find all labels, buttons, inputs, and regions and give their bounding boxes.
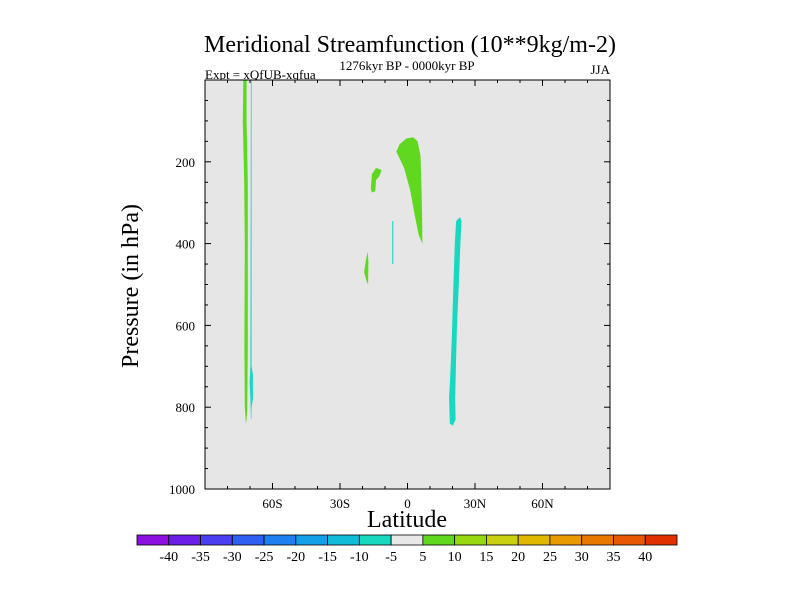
colorbar-label: 35 — [606, 550, 620, 565]
x-tick-label: 30N — [464, 496, 487, 511]
x-tick-label: 60N — [531, 496, 554, 511]
y-axis-label: Pressure (in hPa) — [118, 204, 144, 368]
colorbar-swatch — [644, 534, 678, 546]
colorbar-swatch — [390, 534, 424, 546]
colorbar-label: -30 — [223, 550, 242, 565]
colorbar-label: -35 — [191, 550, 210, 565]
colorbar-swatch — [200, 534, 233, 546]
colorbar-label: -25 — [255, 550, 274, 565]
chart-subtitle: 1276kyr BP - 0000kyr BP — [339, 58, 474, 73]
colorbar-label: 5 — [419, 550, 426, 565]
y-axis-ticks: 200 400 600 800 1000 — [169, 79, 610, 497]
contour-region-green-mid-small — [364, 251, 369, 285]
colorbar-swatch — [295, 534, 328, 546]
experiment-label: Expt = xQfUB-xqfua — [205, 67, 316, 82]
colorbar: -40 -35 -30 -25 -20 -15 -10 -5 5 10 15 20 25 30 35 40 — [136, 534, 678, 565]
x-tick-label: 30S — [330, 496, 350, 511]
colorbar-label: 20 — [511, 550, 525, 565]
colorbar-swatch — [263, 534, 297, 546]
chart-title: Meridional Streamfunction (10**9kg/m-2) — [204, 32, 616, 58]
colorbar-label: -15 — [318, 550, 337, 565]
colorbar-label: 25 — [543, 550, 557, 565]
y-tick-label: 400 — [176, 237, 196, 252]
colorbar-swatch — [422, 534, 456, 546]
colorbar-swatch — [581, 534, 614, 546]
y-tick-label: 600 — [176, 318, 196, 333]
colorbar-label: 15 — [479, 550, 493, 565]
x-axis-label: Latitude — [367, 507, 447, 533]
colorbar-label: 10 — [448, 550, 462, 565]
contour-region-cyan-nh-tongue — [449, 217, 462, 426]
y-tick-label: 1000 — [169, 482, 195, 497]
colorbar-label: -10 — [350, 550, 369, 565]
contour-region-green-upper-large — [396, 137, 423, 244]
colorbar-swatch — [613, 534, 646, 546]
colorbar-swatch — [168, 534, 201, 546]
x-tick-label: 0 — [404, 496, 411, 511]
colorbar-swatch — [486, 534, 519, 546]
colorbar-swatch — [358, 534, 392, 546]
y-tick-label: 800 — [176, 400, 196, 415]
x-axis-ticks: 60S 30S 0 30N 60N — [204, 80, 611, 511]
colorbar-label: 40 — [638, 550, 652, 565]
season-label: JJA — [590, 62, 610, 77]
contour-regions — [242, 80, 462, 426]
colorbar-swatch — [517, 534, 551, 546]
colorbar-swatch — [454, 534, 487, 546]
colorbar-label: 30 — [575, 550, 589, 565]
colorbar-swatch — [136, 534, 170, 546]
colorbar-label: -5 — [385, 550, 397, 565]
colorbar-label: -40 — [159, 550, 178, 565]
contour-region-cyan-mid-line — [392, 221, 394, 265]
contour-region-cyan-polar-strip — [249, 80, 253, 420]
x-tick-label: 60S — [262, 496, 282, 511]
colorbar-swatch — [549, 534, 583, 546]
contour-region-green-polar-strip — [242, 80, 248, 424]
colorbar-swatch — [231, 534, 265, 546]
colorbar-swatch — [327, 534, 360, 546]
contour-region-green-upper-small — [370, 167, 382, 193]
y-tick-label: 200 — [176, 155, 196, 170]
colorbar-label: -20 — [286, 550, 305, 565]
